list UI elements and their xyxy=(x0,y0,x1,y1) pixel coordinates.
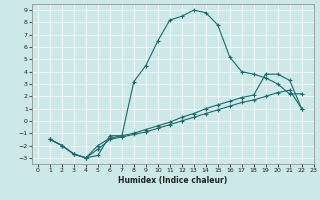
X-axis label: Humidex (Indice chaleur): Humidex (Indice chaleur) xyxy=(118,176,228,185)
